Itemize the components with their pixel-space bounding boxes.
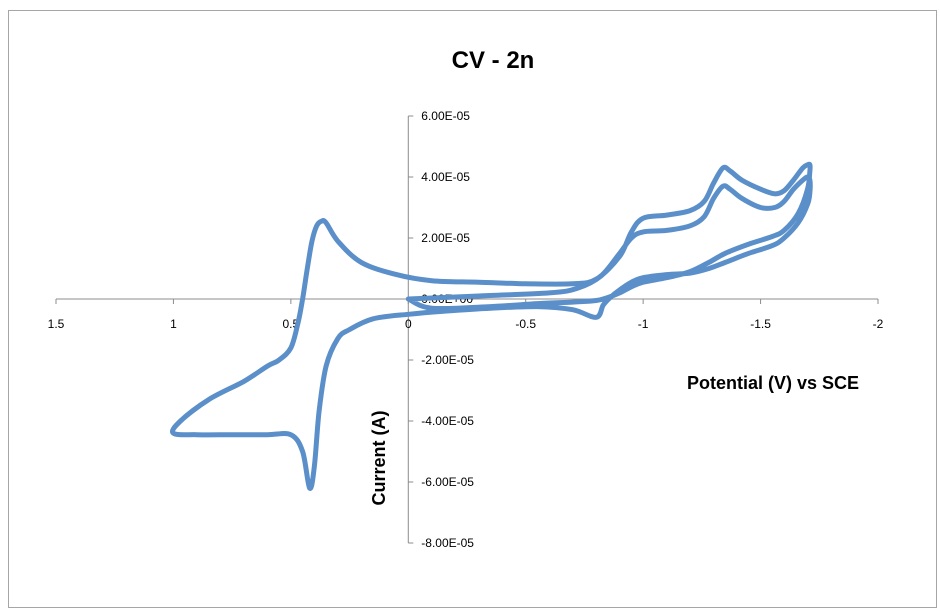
y-tick-label: 6.00E-05: [421, 109, 470, 123]
tick-labels: 1.5 1 0.5 0 -0.5 -1 -1.5 -26.00E-054.00E-052.00…: [48, 109, 884, 550]
x-tick-label: -1: [638, 317, 649, 331]
y-tick-label: -2.00E-05: [421, 353, 474, 367]
y-axis-title: Current (A): [369, 411, 389, 506]
x-tick-label: 0: [405, 317, 412, 331]
cv-curve: [170, 161, 813, 491]
x-tick-label: 1.5: [48, 317, 65, 331]
chart-title: CV - 2n: [452, 47, 535, 74]
x-tick-label: -2: [873, 317, 884, 331]
x-axis-title: Potential (V) vs SCE: [687, 373, 859, 393]
x-tick-label: -0.5: [515, 317, 536, 331]
y-tick-label: -6.00E-05: [421, 475, 474, 489]
y-tick-label: 4.00E-05: [421, 170, 470, 184]
y-tick-label: 2.00E-05: [421, 231, 470, 245]
y-tick-label: -8.00E-05: [421, 536, 474, 550]
y-tick-label: -4.00E-05: [421, 414, 474, 428]
x-tick-label: 1: [170, 317, 177, 331]
x-tick-label: -1.5: [750, 317, 771, 331]
